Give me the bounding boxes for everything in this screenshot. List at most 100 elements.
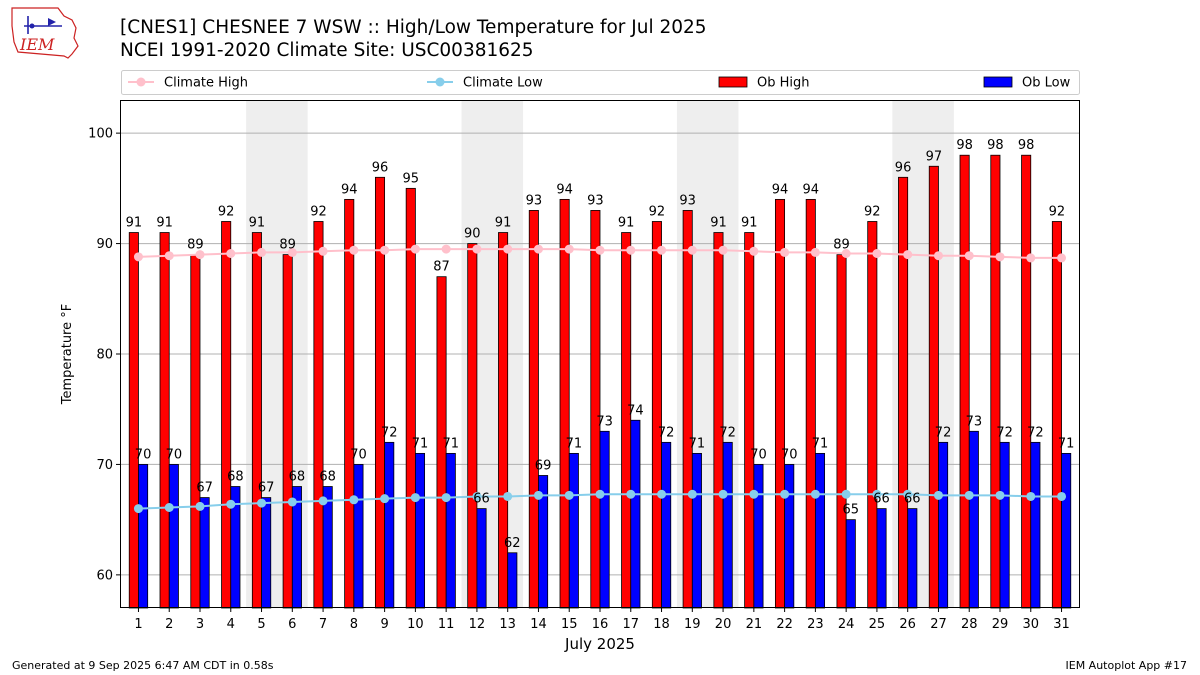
climate-low-point-14: [533, 490, 543, 500]
climate-high-point-4: [226, 249, 236, 259]
ob-high-label-6: 89: [279, 238, 296, 253]
climate-high-point-9: [380, 245, 390, 255]
climate-high-point-29: [995, 252, 1005, 262]
climate-low-point-10: [410, 493, 420, 503]
ob-low-label-20: 72: [719, 425, 736, 440]
climate-high-point-15: [564, 244, 574, 254]
climate-low-point-25: [872, 489, 882, 499]
x-tick-label-17: 17: [622, 617, 639, 632]
ob-low-label-7: 68: [319, 470, 336, 485]
iem-logo: IEM: [11, 7, 79, 59]
climate-low-point-23: [810, 489, 820, 499]
legend: Climate High Climate Low Ob High Ob Low: [121, 70, 1080, 95]
ob-high-bar-21: [744, 232, 755, 609]
ob-high-label-30: 98: [1018, 138, 1035, 153]
ob-high-bar-15: [559, 198, 570, 609]
ob-high-label-24: 89: [833, 238, 850, 253]
climate-low-point-8: [349, 495, 359, 505]
ob-high-label-5: 91: [249, 216, 266, 231]
x-tick-label-15: 15: [561, 617, 578, 632]
ob-high-bar-6: [282, 254, 293, 609]
generated-note: Generated at 9 Sep 2025 6:47 AM CDT in 0…: [12, 659, 274, 672]
ob-low-bar-25: [876, 508, 887, 609]
ob-high-bar-31: [1051, 221, 1062, 609]
y-tick-label-90: 90: [96, 237, 113, 252]
climate-high-point-27: [933, 251, 943, 261]
climate-high-point-10: [410, 244, 420, 254]
plot-frame: [120, 100, 1080, 608]
ob-high-bar-1: [128, 232, 139, 609]
climate-high-point-23: [810, 247, 820, 257]
ob-high-label-20: 91: [710, 216, 727, 231]
climate-high-point-30: [1026, 253, 1036, 263]
ob-high-bar-28: [959, 154, 970, 609]
climate-low-point-27: [933, 490, 943, 500]
climate-high-point-11: [441, 244, 451, 254]
ob-low-label-11: 71: [442, 436, 459, 451]
x-tick-label-2: 2: [165, 617, 173, 632]
ob-high-label-14: 93: [526, 193, 543, 208]
ob-high-label-27: 97: [926, 149, 943, 164]
climate-low-point-29: [995, 490, 1005, 500]
climate-high-point-5: [257, 247, 267, 257]
climate-low-point-9: [380, 494, 390, 504]
ob-low-bar-3: [199, 497, 210, 609]
x-tick-label-1: 1: [134, 617, 142, 632]
x-tick-label-25: 25: [869, 617, 886, 632]
climate-high-point-7: [318, 246, 328, 256]
climate-high-point-31: [1057, 253, 1067, 263]
ob-low-label-4: 68: [227, 470, 244, 485]
climate-low-point-15: [564, 490, 574, 500]
ob-high-bar-30: [1021, 154, 1032, 609]
ob-high-label-26: 96: [895, 160, 912, 175]
ob-high-label-12: 90: [464, 227, 481, 242]
climate-low-point-6: [287, 497, 297, 507]
climate-high-point-21: [749, 246, 759, 256]
ob-high-label-8: 94: [341, 182, 358, 197]
climate-low-point-26: [903, 489, 913, 499]
ob-low-bar-16: [599, 430, 610, 609]
ob-low-label-28: 73: [966, 414, 983, 429]
ob-high-bar-16: [590, 210, 601, 609]
climate-low-point-18: [657, 489, 667, 499]
ob-high-label-25: 92: [864, 204, 881, 219]
ob-low-label-5: 67: [258, 481, 275, 496]
ob-low-bar-26: [907, 508, 918, 609]
climate-high-point-24: [841, 249, 851, 259]
ob-high-label-21: 91: [741, 216, 758, 231]
ob-low-label-1: 70: [135, 447, 152, 462]
chart-subtitle: NCEI 1991-2020 Climate Site: USC00381625: [120, 40, 534, 61]
ob-high-bar-19: [682, 210, 693, 609]
x-tick-label-9: 9: [380, 617, 388, 632]
climate-high-point-22: [780, 247, 790, 257]
legend-ob-low-label: Ob Low: [1022, 76, 1071, 91]
ob-high-label-22: 94: [772, 182, 789, 197]
data-labels: 91 91 89 92 91 89 92 94 96 95 87 90 91 93 94 93 91 92 93 91…: [126, 138, 1075, 551]
ob-low-bar-28: [968, 430, 979, 609]
climate-high-point-13: [503, 244, 513, 254]
legend-climate-high-marker: [136, 77, 146, 87]
ob-low-label-15: 71: [566, 436, 583, 451]
ob-low-label-26: 66: [904, 492, 921, 507]
ob-low-label-23: 71: [812, 436, 829, 451]
climate-high-point-26: [903, 250, 913, 260]
ob-low-label-27: 72: [935, 425, 952, 440]
ob-low-bar-22: [784, 464, 795, 609]
climate-lines: [133, 244, 1067, 514]
ob-low-bar-15: [568, 452, 579, 609]
ob-low-bar-17: [630, 419, 641, 609]
ob-high-bar-18: [651, 221, 662, 609]
climate-low-point-11: [441, 493, 451, 503]
ob-low-bar-27: [938, 441, 949, 609]
ob-low-bar-20: [722, 441, 733, 609]
climate-low-point-5: [257, 498, 267, 508]
x-tick-label-22: 22: [776, 617, 793, 632]
ob-high-bar-27: [928, 165, 939, 609]
ob-low-label-16: 73: [596, 414, 613, 429]
ob-high-label-28: 98: [956, 138, 973, 153]
ob-high-bar-25: [867, 221, 878, 609]
x-tick-label-30: 30: [1022, 617, 1039, 632]
ob-high-bar-29: [990, 154, 1001, 609]
climate-high-point-28: [964, 251, 974, 261]
